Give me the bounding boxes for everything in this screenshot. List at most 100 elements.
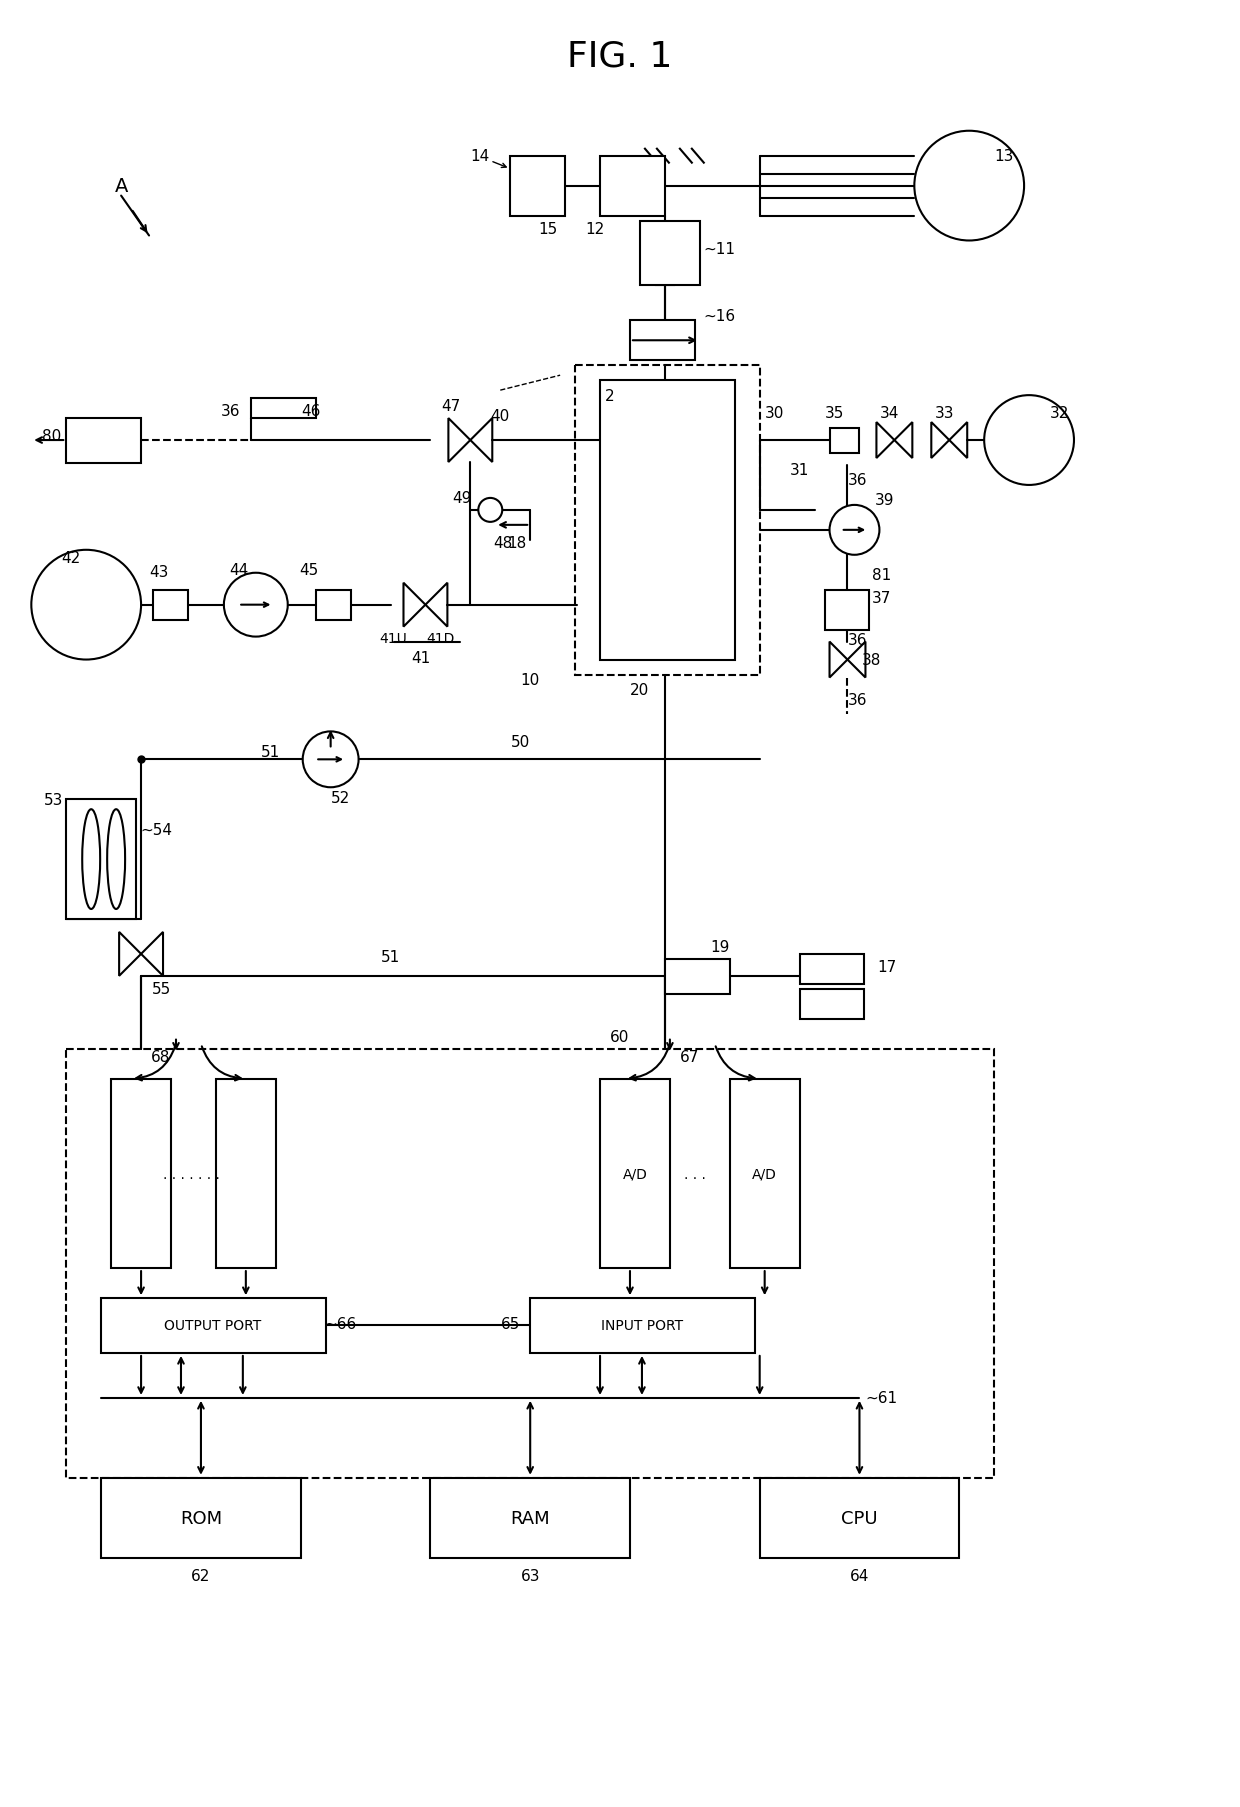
Bar xyxy=(102,1299,326,1353)
Text: 51: 51 xyxy=(381,950,401,965)
Text: A/D: A/D xyxy=(622,1167,647,1180)
Text: 55: 55 xyxy=(151,981,171,997)
Text: 33: 33 xyxy=(935,405,954,421)
Text: 18: 18 xyxy=(507,537,527,551)
Text: 37: 37 xyxy=(872,591,892,605)
Text: 43: 43 xyxy=(149,566,169,580)
Text: 20: 20 xyxy=(630,683,650,698)
Text: 63: 63 xyxy=(521,1568,539,1583)
Text: 13: 13 xyxy=(994,150,1014,164)
Bar xyxy=(153,591,188,620)
Text: 10: 10 xyxy=(521,672,539,688)
Bar xyxy=(66,801,136,920)
Text: 60: 60 xyxy=(610,1030,630,1044)
Bar xyxy=(250,399,316,419)
Text: A/D: A/D xyxy=(753,1167,777,1180)
Bar xyxy=(316,591,351,620)
Text: 64: 64 xyxy=(849,1568,869,1583)
Bar xyxy=(640,222,699,286)
Text: 14: 14 xyxy=(471,150,490,164)
Circle shape xyxy=(31,551,141,660)
Circle shape xyxy=(830,506,879,555)
Text: ~16: ~16 xyxy=(704,309,735,323)
Text: 38: 38 xyxy=(862,652,882,667)
Bar xyxy=(600,157,665,217)
Text: 40: 40 xyxy=(491,408,510,423)
Circle shape xyxy=(914,132,1024,242)
Bar xyxy=(760,1478,960,1558)
Text: · · · · · · ·: · · · · · · · xyxy=(162,1171,219,1185)
Text: 50: 50 xyxy=(511,734,529,750)
Circle shape xyxy=(985,396,1074,486)
Text: 65: 65 xyxy=(501,1315,520,1330)
Bar xyxy=(216,1079,275,1269)
Text: 51: 51 xyxy=(262,744,280,759)
Text: CPU: CPU xyxy=(841,1509,878,1527)
Text: OUTPUT PORT: OUTPUT PORT xyxy=(164,1319,262,1332)
Text: RAM: RAM xyxy=(511,1509,551,1527)
Bar xyxy=(430,1478,630,1558)
Text: · · ·: · · · xyxy=(684,1171,706,1185)
Text: 39: 39 xyxy=(874,493,894,508)
Text: 36: 36 xyxy=(848,632,867,647)
Text: 42: 42 xyxy=(62,551,81,566)
Text: 2: 2 xyxy=(605,389,615,403)
Text: ~11: ~11 xyxy=(704,242,735,257)
Text: 17: 17 xyxy=(878,960,897,974)
Text: 49: 49 xyxy=(453,492,472,506)
Bar xyxy=(730,1079,800,1269)
Bar xyxy=(825,591,869,631)
Bar xyxy=(600,1079,670,1269)
Text: FIG. 1: FIG. 1 xyxy=(568,40,672,74)
Circle shape xyxy=(479,499,502,522)
Bar xyxy=(665,960,730,994)
Text: 36: 36 xyxy=(848,473,867,488)
Text: 45: 45 xyxy=(299,564,319,578)
Text: 53: 53 xyxy=(43,791,63,808)
Text: 19: 19 xyxy=(711,940,729,954)
Text: 36: 36 xyxy=(221,403,241,419)
Text: ~66: ~66 xyxy=(325,1315,357,1330)
Text: 68: 68 xyxy=(151,1050,171,1064)
Circle shape xyxy=(303,732,358,788)
Bar xyxy=(800,988,864,1019)
Bar xyxy=(510,157,565,217)
Text: 35: 35 xyxy=(825,405,844,421)
Text: 67: 67 xyxy=(681,1050,699,1064)
Text: 48: 48 xyxy=(494,537,513,551)
Circle shape xyxy=(224,573,288,638)
Text: 41U: 41U xyxy=(379,631,408,645)
Bar xyxy=(531,1299,755,1353)
Bar xyxy=(800,954,864,985)
Text: 80: 80 xyxy=(42,428,61,443)
Text: 41: 41 xyxy=(410,651,430,665)
Text: 31: 31 xyxy=(790,463,810,479)
Text: INPUT PORT: INPUT PORT xyxy=(601,1319,683,1332)
Bar xyxy=(112,1079,171,1269)
Text: 62: 62 xyxy=(191,1568,211,1583)
Text: 46: 46 xyxy=(301,403,320,419)
Text: 30: 30 xyxy=(765,405,785,421)
Text: 81: 81 xyxy=(872,567,892,584)
Bar xyxy=(600,381,735,660)
Ellipse shape xyxy=(82,810,100,909)
Text: 12: 12 xyxy=(585,222,605,237)
Text: ~61: ~61 xyxy=(866,1391,898,1406)
Bar xyxy=(66,419,141,464)
Ellipse shape xyxy=(107,810,125,909)
Text: 44: 44 xyxy=(229,564,248,578)
Bar xyxy=(630,322,694,361)
Text: 52: 52 xyxy=(331,790,350,806)
Bar xyxy=(102,1478,301,1558)
Bar xyxy=(830,428,859,454)
Text: 41D: 41D xyxy=(427,631,455,645)
Text: ROM: ROM xyxy=(180,1509,222,1527)
Bar xyxy=(66,1050,994,1478)
Text: 36: 36 xyxy=(848,692,867,708)
Text: A: A xyxy=(114,177,128,195)
Bar xyxy=(575,367,760,676)
Text: 15: 15 xyxy=(538,222,558,237)
Text: 47: 47 xyxy=(440,398,460,414)
Text: 34: 34 xyxy=(879,405,899,421)
Text: ~54: ~54 xyxy=(140,822,172,837)
